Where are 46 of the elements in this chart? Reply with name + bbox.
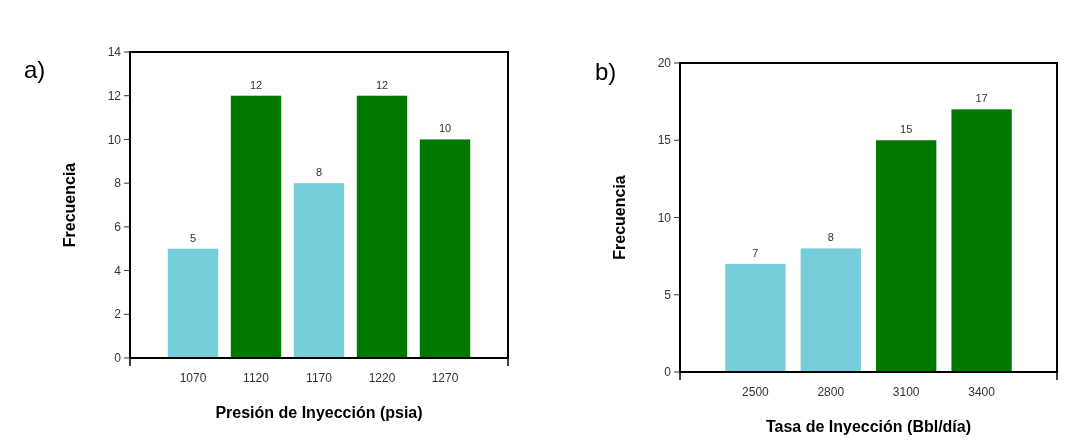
data-label: 12: [375, 78, 389, 91]
data-label: 17: [975, 92, 988, 105]
x-axis-title: Tasa de Inyección (Bbl/día): [765, 418, 972, 435]
y-tick-label: 8: [114, 176, 122, 191]
bar: [800, 248, 861, 372]
data-label: 5: [189, 231, 197, 244]
y-tick-label: 15: [657, 133, 672, 148]
x-axis-title: Presión de Inyección (psia): [215, 404, 423, 421]
data-label: 15: [900, 123, 913, 136]
x-tick-label: 3400: [968, 385, 996, 399]
bar: [725, 263, 786, 372]
data-label: 8: [827, 231, 834, 244]
chart-title: b): [595, 58, 617, 85]
y-tick-label: 10: [657, 210, 672, 225]
y-tick-label: 6: [114, 220, 122, 235]
y-tick-label: 0: [664, 365, 672, 380]
y-tick-label: 12: [107, 88, 122, 103]
data-label: 10: [438, 122, 452, 135]
x-tick-label: 1070: [179, 371, 207, 385]
bar: [876, 140, 937, 372]
y-tick-label: 5: [664, 287, 672, 302]
x-tick-label: 1170: [306, 371, 333, 385]
y-tick-label: 0: [114, 351, 122, 366]
bar: [167, 248, 219, 358]
data-label: 12: [249, 78, 263, 91]
y-tick-label: 14: [107, 45, 122, 60]
data-label: 8: [315, 166, 323, 179]
x-tick-label: 1120: [243, 371, 270, 385]
x-tick-label: 2800: [817, 385, 845, 399]
x-tick-label: 3100: [892, 385, 920, 399]
data-label: 7: [752, 246, 759, 259]
y-axis-title: Frecuencia: [61, 162, 78, 248]
bar: [293, 183, 345, 358]
bar: [419, 139, 471, 358]
bar: [951, 109, 1012, 372]
chart-title: a): [24, 56, 46, 83]
x-tick-label: 2500: [742, 385, 770, 399]
y-tick-label: 2: [114, 307, 122, 322]
x-tick-label: 1270: [431, 371, 459, 385]
y-axis-title: Frecuencia: [611, 175, 628, 260]
y-tick-label: 4: [114, 263, 122, 278]
bar: [230, 95, 282, 358]
bar: [356, 95, 408, 358]
y-tick-label: 20: [657, 56, 672, 71]
y-tick-label: 10: [107, 132, 122, 147]
x-tick-label: 1220: [368, 371, 396, 385]
